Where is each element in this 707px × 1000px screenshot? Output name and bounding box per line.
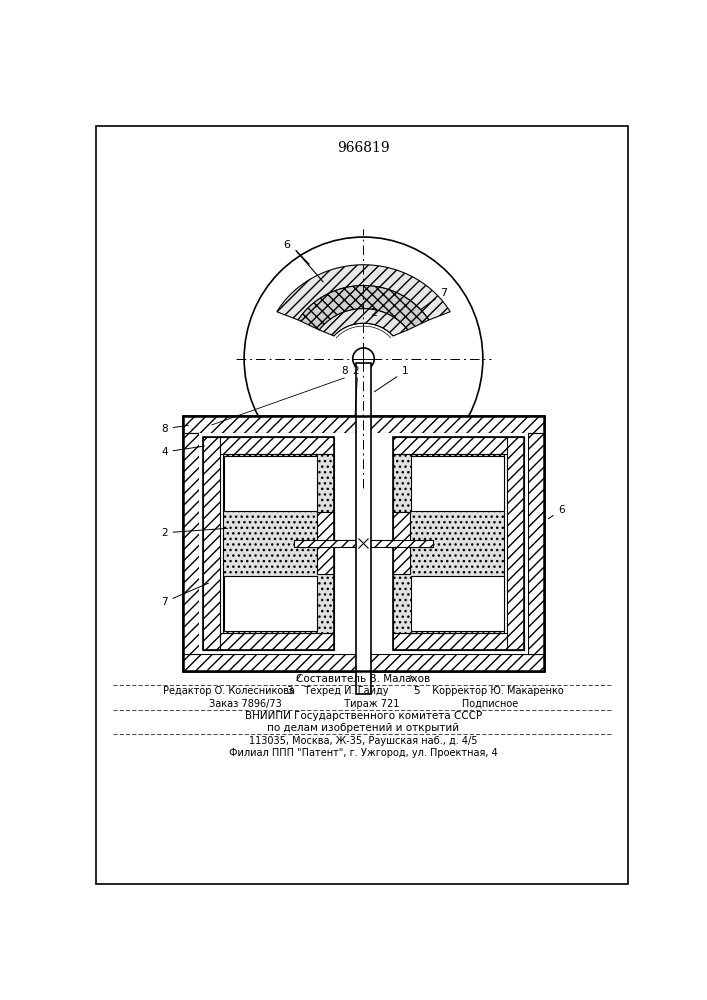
Text: 4: 4 <box>161 446 204 457</box>
Bar <box>204 437 221 650</box>
Text: по делам изобретений и открытий: по делам изобретений и открытий <box>267 723 460 733</box>
Bar <box>527 433 544 654</box>
Text: Составитель В. Малахов: Составитель В. Малахов <box>296 674 431 684</box>
Text: Филиал ППП "Патент", г. Ужгород, ул. Проектная, 4: Филиал ППП "Патент", г. Ужгород, ул. Про… <box>229 748 498 758</box>
Text: 966819: 966819 <box>337 141 390 155</box>
Bar <box>393 437 524 650</box>
Bar <box>224 456 317 511</box>
Bar <box>393 633 524 650</box>
Bar <box>317 512 334 574</box>
Bar <box>182 416 544 671</box>
Bar <box>223 454 334 633</box>
Polygon shape <box>277 265 450 320</box>
Text: 6: 6 <box>548 505 565 519</box>
Bar <box>182 416 544 671</box>
Text: Редактор О. Колесникова   Техред И. Гайду              Корректор Ю. Макаренко: Редактор О. Колесникова Техред И. Гайду … <box>163 686 564 696</box>
Bar <box>393 454 504 633</box>
Text: 8: 8 <box>341 366 348 376</box>
Bar <box>507 437 524 650</box>
Text: 8: 8 <box>161 424 188 434</box>
Bar <box>204 437 334 454</box>
Text: 7: 7 <box>421 288 448 309</box>
Text: 7: 7 <box>161 583 209 607</box>
Bar <box>182 433 199 654</box>
Bar <box>182 654 544 671</box>
Bar <box>294 540 433 547</box>
Text: 2: 2 <box>370 308 377 318</box>
Text: 3: 3 <box>286 675 300 696</box>
Polygon shape <box>320 309 408 336</box>
Bar <box>411 456 504 511</box>
Text: 2: 2 <box>353 366 359 376</box>
Bar <box>224 576 317 631</box>
Bar <box>199 433 527 654</box>
Bar <box>393 512 409 574</box>
Bar <box>411 576 504 631</box>
Text: 6: 6 <box>283 240 290 250</box>
Bar <box>356 363 371 694</box>
Polygon shape <box>298 286 428 330</box>
Bar <box>204 633 334 650</box>
Bar <box>204 437 334 650</box>
Bar <box>182 416 544 433</box>
Text: 5: 5 <box>411 675 420 696</box>
Text: Заказ 7896/73                    Тираж 721                    Подписное: Заказ 7896/73 Тираж 721 Подписное <box>209 699 518 709</box>
Text: 2: 2 <box>161 528 228 538</box>
Text: 113035, Москва, Ж-35, Раушская наб., д. 4/5: 113035, Москва, Ж-35, Раушская наб., д. … <box>250 736 478 746</box>
Ellipse shape <box>353 348 374 369</box>
Text: ВНИИПИ Государственного комитета СССР: ВНИИПИ Государственного комитета СССР <box>245 711 482 721</box>
Text: 1: 1 <box>374 366 409 392</box>
Bar <box>393 437 524 454</box>
